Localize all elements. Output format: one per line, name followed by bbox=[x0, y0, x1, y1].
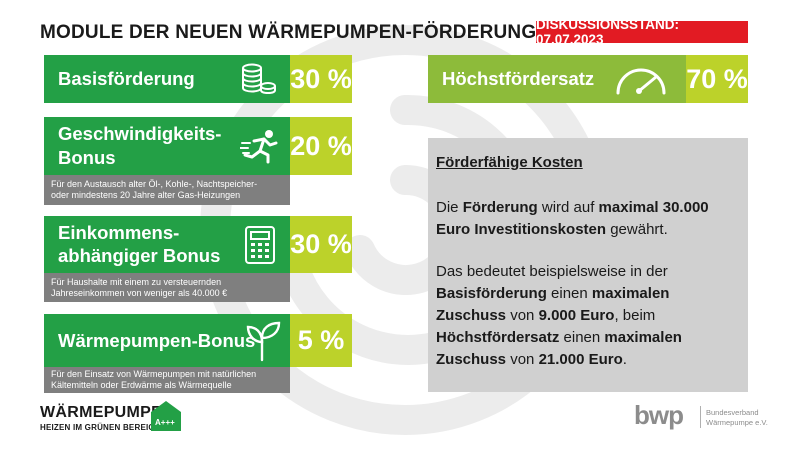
text-span: einen bbox=[559, 329, 605, 346]
energy-class-label: A+++ bbox=[155, 418, 175, 427]
text-span: von bbox=[506, 351, 539, 368]
text-span: wird auf bbox=[537, 199, 599, 216]
module-label-box: Wärmepumpen-Bonus bbox=[44, 314, 290, 367]
eligible-costs-title: Förderfähige Kosten bbox=[436, 154, 583, 171]
text-span: , beim bbox=[614, 307, 656, 324]
note-line-1: Für den Austausch alter Öl-, Kohle-, Nac… bbox=[51, 179, 258, 189]
text-bold: maximal 30.000 Euro Investitionskosten bbox=[436, 199, 709, 238]
note-line-1: Für Haushalte mit einem zu versteuernden bbox=[51, 277, 222, 287]
module-note: Für den Austausch alter Öl-, Kohle-, Nac… bbox=[44, 175, 290, 205]
house-badge-icon bbox=[151, 401, 181, 431]
module-label: Basisförderung bbox=[58, 68, 195, 89]
module-note: Für den Einsatz von Wärmepumpen mit natü… bbox=[44, 367, 290, 393]
text-bold: Basisförderung bbox=[436, 285, 547, 302]
text-span: Das bedeutet beispielsweise in der bbox=[436, 263, 668, 280]
module-label-line-2: abhängiger Bonus bbox=[58, 245, 221, 266]
bwp-name-line-1: Bundesverband bbox=[706, 408, 759, 417]
module-label-line-1: Einkommens- bbox=[58, 222, 180, 243]
module-geschwindigkeits-bonus: Geschwindigkeits- Bonus 20 % bbox=[44, 117, 352, 175]
max-rate-label-box: Höchstfördersatz bbox=[428, 55, 686, 103]
page-title: MODULE DER NEUEN WÄRMEPUMPEN-FÖRDERUNG bbox=[40, 22, 537, 43]
text-bold: maximalen Zuschuss bbox=[436, 285, 670, 324]
module-value: 20 % bbox=[290, 117, 352, 175]
text-span: Die bbox=[436, 199, 463, 216]
eligible-costs-box: Förderfähige Kosten Die Förderung wird a… bbox=[428, 138, 748, 392]
bwp-name-line-2: Wärmepumpe e.V. bbox=[706, 418, 768, 427]
text-span: von bbox=[506, 307, 539, 324]
note-line-2: Jahreseinkommen von weniger als 40.000 € bbox=[51, 288, 228, 298]
bwp-divider bbox=[700, 406, 701, 428]
text-span: . bbox=[622, 351, 627, 368]
text-bold: 9.000 Euro bbox=[538, 307, 615, 324]
module-label-box: Einkommens- abhängiger Bonus bbox=[44, 216, 290, 273]
module-value: 30 % bbox=[290, 216, 352, 273]
gauge-icon bbox=[616, 68, 666, 95]
text-bold: Höchstfördersatz bbox=[436, 329, 560, 346]
module-label-box: Basisförderung bbox=[44, 55, 290, 103]
eligible-costs-paragraph-2: Das bedeutet beispielsweise in der Basis… bbox=[436, 261, 740, 371]
runner-icon bbox=[240, 130, 278, 164]
coins-icon bbox=[242, 63, 276, 95]
sprout-icon bbox=[246, 321, 281, 362]
calculator-icon bbox=[245, 226, 275, 264]
module-value: 5 % bbox=[290, 314, 352, 367]
module-label: Wärmepumpen-Bonus bbox=[58, 330, 256, 351]
max-rate-row: Höchstfördersatz 70 % bbox=[428, 55, 748, 103]
module-label-line-2: Bonus bbox=[58, 147, 116, 168]
text-span: gewährt. bbox=[606, 221, 668, 238]
text-bold: 21.000 Euro bbox=[538, 351, 623, 368]
max-rate-label: Höchstfördersatz bbox=[442, 68, 595, 89]
status-badge: DISKUSSIONSSTAND: 07.07.2023 bbox=[536, 17, 748, 47]
logo-wordmark: WÄRMEPUMPE bbox=[40, 404, 163, 421]
module-label-line-1: Geschwindigkeits- bbox=[58, 123, 222, 144]
text-span: einen bbox=[546, 285, 592, 302]
module-einkommens-bonus: Einkommens- abhängiger Bonus 30 % bbox=[44, 216, 352, 273]
note-line-2: Kältemitteln oder Erdwärme als Wärmequel… bbox=[51, 380, 232, 390]
note-line-1: Für den Einsatz von Wärmepumpen mit natü… bbox=[51, 369, 257, 379]
bwp-logo-mark: bwp bbox=[634, 400, 684, 430]
max-rate-value: 70 % bbox=[686, 55, 748, 103]
module-note: Für Haushalte mit einem zu versteuernden… bbox=[44, 273, 290, 302]
text-bold: maximalen Zuschuss bbox=[436, 329, 682, 368]
text-bold: Förderung bbox=[462, 199, 538, 216]
module-label-box: Geschwindigkeits- Bonus bbox=[44, 117, 290, 175]
waermepumpe-logo: WÄRMEPUMPE HEIZEN IM GRÜNEN BEREICH bbox=[40, 404, 162, 432]
module-basisfoerderung: Basisförderung 30 % bbox=[44, 55, 352, 103]
logo-tagline: HEIZEN IM GRÜNEN BEREICH bbox=[40, 423, 161, 432]
eligible-costs-paragraph-1: Die Förderung wird auf maximal 30.000 Eu… bbox=[436, 197, 740, 241]
note-line-2: oder mindestens 20 Jahre alter Gas-Heizu… bbox=[51, 190, 241, 200]
module-value: 30 % bbox=[290, 55, 352, 103]
module-waermepumpen-bonus: Wärmepumpen-Bonus 5 % bbox=[44, 314, 352, 367]
